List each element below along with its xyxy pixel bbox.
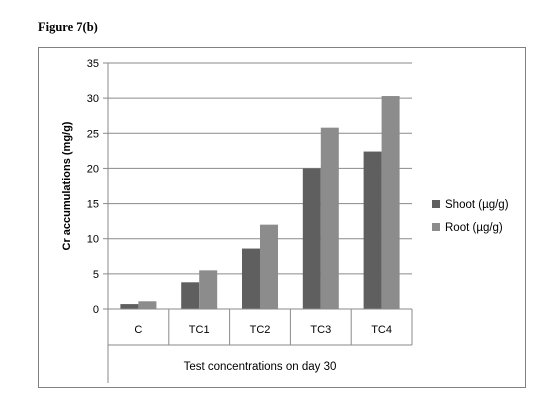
y-tick-label: 10	[87, 234, 99, 246]
y-tick-label: 25	[87, 128, 99, 140]
figure-label: Figure 7(b)	[38, 20, 98, 34]
y-tick-label: 0	[93, 304, 99, 316]
bar-root	[320, 127, 339, 309]
legend-swatch	[432, 223, 440, 231]
bar-shoot	[120, 304, 139, 309]
bar-root	[260, 224, 278, 309]
bar-root	[138, 301, 157, 309]
bar-root	[199, 270, 218, 309]
y-tick-label: 5	[93, 269, 99, 281]
x-tick-labels: C TC1 TC2 TC3 TC4	[134, 324, 392, 336]
bar-shoot	[242, 248, 260, 309]
x-tick-label: TC1	[189, 324, 210, 336]
y-axis-title: Cr accumulations (mg/g)	[61, 121, 73, 250]
x-tick-label: TC4	[371, 324, 392, 336]
axes	[107, 63, 413, 383]
legend-swatch	[432, 200, 440, 208]
bar-shoot	[363, 151, 382, 309]
bar-shoot	[181, 282, 200, 309]
y-tick-labels: 0 5 10 15 20 25 30 35	[87, 58, 99, 316]
x-tick-label: TC3	[310, 324, 331, 336]
bars	[120, 96, 400, 309]
x-tick-label: TC2	[250, 324, 271, 336]
legend: Shoot (µg/g) Root (µg/g)	[432, 199, 509, 234]
y-tick-label: 20	[87, 163, 99, 175]
y-tick-label: 30	[87, 93, 99, 105]
legend-label: Root (µg/g)	[445, 222, 503, 234]
bar-root	[381, 96, 400, 309]
legend-label: Shoot (µg/g)	[445, 199, 509, 211]
x-axis-title: Test concentrations on day 30	[184, 361, 337, 373]
chart-frame	[38, 47, 526, 388]
y-tick-label: 35	[87, 58, 99, 70]
bar-shoot	[302, 168, 321, 309]
x-tick-label: C	[134, 324, 142, 336]
y-tick-label: 15	[87, 199, 99, 211]
